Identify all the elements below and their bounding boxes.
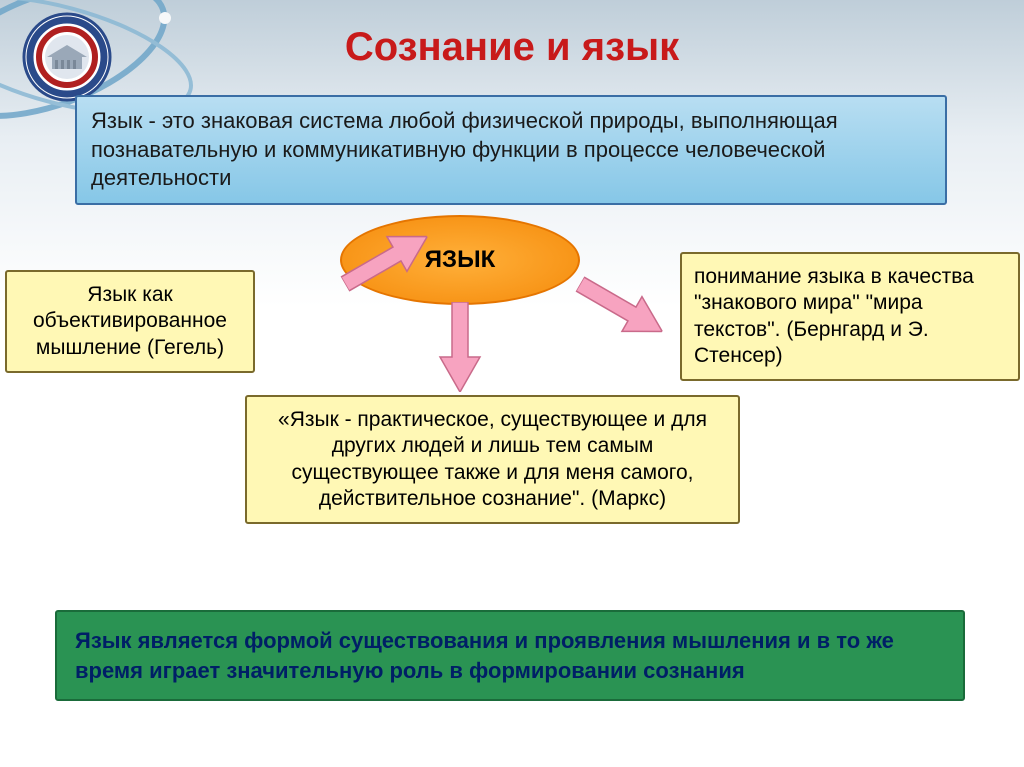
footer-box: Язык является формой существования и про… [55,610,965,701]
arrow-right [569,265,673,351]
branch-right: понимание языка в качества "знакового ми… [680,252,1020,381]
branch-left: Язык как объективированное мышление (Гег… [5,270,255,373]
branch-bottom: «Язык - практическое, существующее и для… [245,395,740,524]
page-title: Сознание и язык [0,25,1024,70]
arrow-bottom [438,302,482,392]
definition-box: Язык - это знаковая система любой физиче… [75,95,947,205]
